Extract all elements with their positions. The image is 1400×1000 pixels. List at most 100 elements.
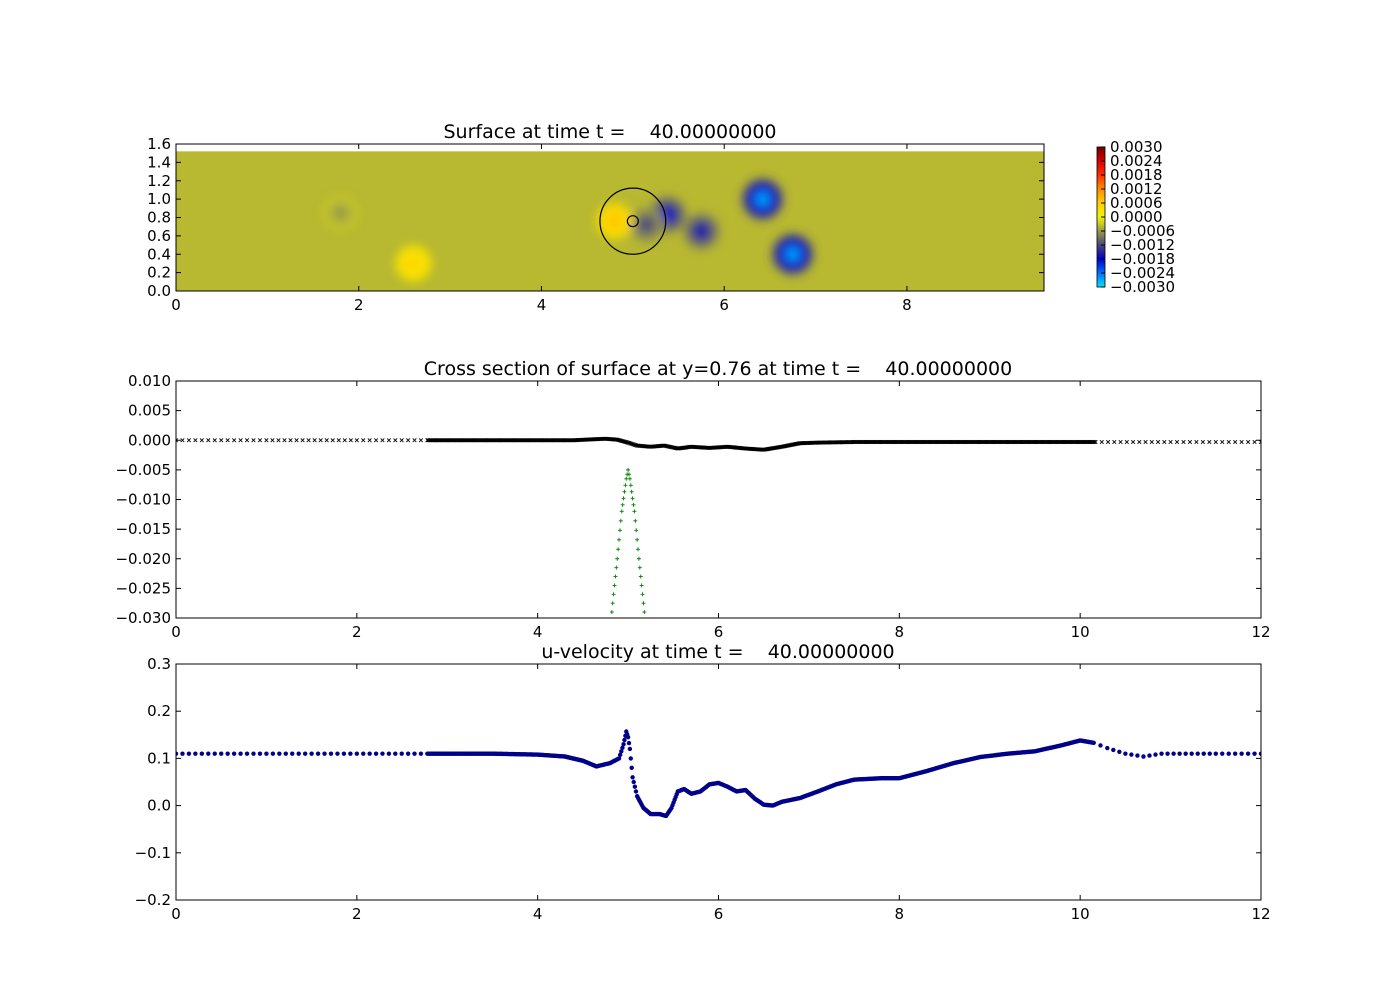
data-point	[341, 751, 347, 756]
u-velocity-panel: u-velocity at time t = 40.00000000 0 2 4 6 8…	[135, 641, 1271, 923]
data-point	[1091, 740, 1096, 746]
y-tick-label: −0.010	[115, 491, 171, 509]
data-point	[206, 438, 211, 443]
data-point	[212, 751, 217, 756]
data-point	[176, 751, 179, 756]
data-point	[626, 472, 631, 477]
data-point	[380, 751, 385, 756]
data-point	[225, 751, 230, 756]
colorbar-tick-label: 0.0012	[1110, 180, 1163, 198]
data-point	[206, 751, 211, 756]
y-tick-label: 0.8	[147, 209, 171, 227]
data-point	[621, 496, 626, 501]
x-tick-label: 10	[1071, 623, 1090, 641]
data-point	[1239, 751, 1244, 756]
colorbar: 0.00300.00240.00180.00120.00060.0000−0.0…	[1096, 138, 1175, 296]
data-point	[1213, 751, 1218, 756]
data-point	[625, 734, 631, 740]
surface-blob	[640, 218, 653, 232]
y-tick-label: 0.0	[147, 797, 171, 815]
data-point	[176, 438, 179, 443]
data-point	[373, 438, 379, 443]
data-point	[367, 751, 372, 756]
data-point	[1162, 439, 1167, 445]
data-point	[283, 751, 288, 756]
x-tick-label: 12	[1251, 905, 1270, 923]
data-point	[361, 438, 366, 443]
y-tick-label: 0.005	[128, 402, 171, 420]
data-point	[1245, 439, 1251, 445]
data-point	[1147, 753, 1152, 758]
data-point	[1129, 752, 1134, 757]
data-point	[1117, 749, 1122, 754]
u-velocity-title: u-velocity at time t = 40.00000000	[541, 641, 894, 663]
data-point	[626, 740, 632, 746]
data-point	[412, 751, 417, 756]
data-point	[622, 489, 627, 494]
data-point	[251, 438, 256, 443]
data-point	[219, 751, 224, 756]
data-point	[638, 574, 643, 579]
data-point	[300, 438, 305, 443]
data-point	[1111, 747, 1116, 753]
y-tick-label: 0.2	[147, 702, 171, 720]
data-point	[610, 601, 615, 606]
y-tick-label: −0.2	[135, 891, 171, 909]
data-point	[640, 592, 645, 597]
data-point	[1181, 439, 1186, 445]
data-point	[1153, 752, 1158, 757]
data-point	[627, 746, 633, 752]
data-point	[642, 610, 647, 615]
data-point	[1099, 439, 1104, 445]
data-point	[296, 751, 301, 756]
colorbar-tick-label: 0.0030	[1110, 138, 1163, 156]
data-point	[1143, 439, 1148, 445]
colorbar-tick-label: −0.0012	[1110, 236, 1175, 254]
y-tick-label: 1.2	[147, 172, 171, 190]
data-point	[1168, 439, 1173, 445]
data-point	[328, 751, 334, 756]
data-point	[322, 751, 327, 756]
data-point	[635, 537, 640, 542]
data-point	[1124, 439, 1129, 445]
colorbar-tick-label: −0.0006	[1110, 222, 1175, 240]
data-point	[1165, 751, 1170, 756]
data-point	[212, 438, 217, 443]
data-point	[608, 628, 612, 632]
data-point	[361, 751, 366, 756]
data-point	[1258, 751, 1261, 756]
data-point	[620, 502, 625, 507]
x-tick-label: 4	[533, 905, 543, 923]
data-point	[1112, 439, 1117, 445]
data-point	[1207, 439, 1212, 445]
y-tick-label: 0.4	[147, 245, 171, 263]
colorbar-tick-label: 0.0000	[1110, 208, 1163, 226]
data-point	[1092, 439, 1097, 445]
data-point	[251, 751, 256, 756]
data-point	[330, 438, 335, 443]
data-point	[354, 438, 359, 443]
data-point	[623, 483, 628, 488]
data-point	[1187, 439, 1193, 445]
data-point	[288, 438, 293, 443]
data-point	[1239, 439, 1244, 445]
cylinder-outline-circles	[599, 187, 667, 255]
y-tick-label: 1.6	[147, 135, 171, 153]
data-point	[630, 496, 635, 501]
data-point	[282, 438, 287, 443]
data-point	[617, 752, 623, 758]
data-point	[418, 751, 424, 756]
data-point	[1155, 439, 1161, 445]
data-point	[1201, 751, 1206, 756]
y-tick-label: −0.020	[115, 550, 171, 568]
data-point	[186, 438, 192, 443]
y-tick-label: 0.6	[147, 227, 171, 245]
data-point	[193, 751, 198, 756]
data-point	[630, 775, 635, 780]
data-point	[1226, 751, 1231, 756]
u-velocity-axes: 0 2 4 6 8 10 12 0.3 0.2 0.1 0.0 −0.1 −0.2	[135, 655, 1271, 923]
data-point	[386, 751, 392, 756]
data-point	[412, 438, 417, 443]
data-point	[1137, 439, 1142, 445]
cross-section-panel: Cross section of surface at y=0.76 at ti…	[115, 358, 1270, 641]
